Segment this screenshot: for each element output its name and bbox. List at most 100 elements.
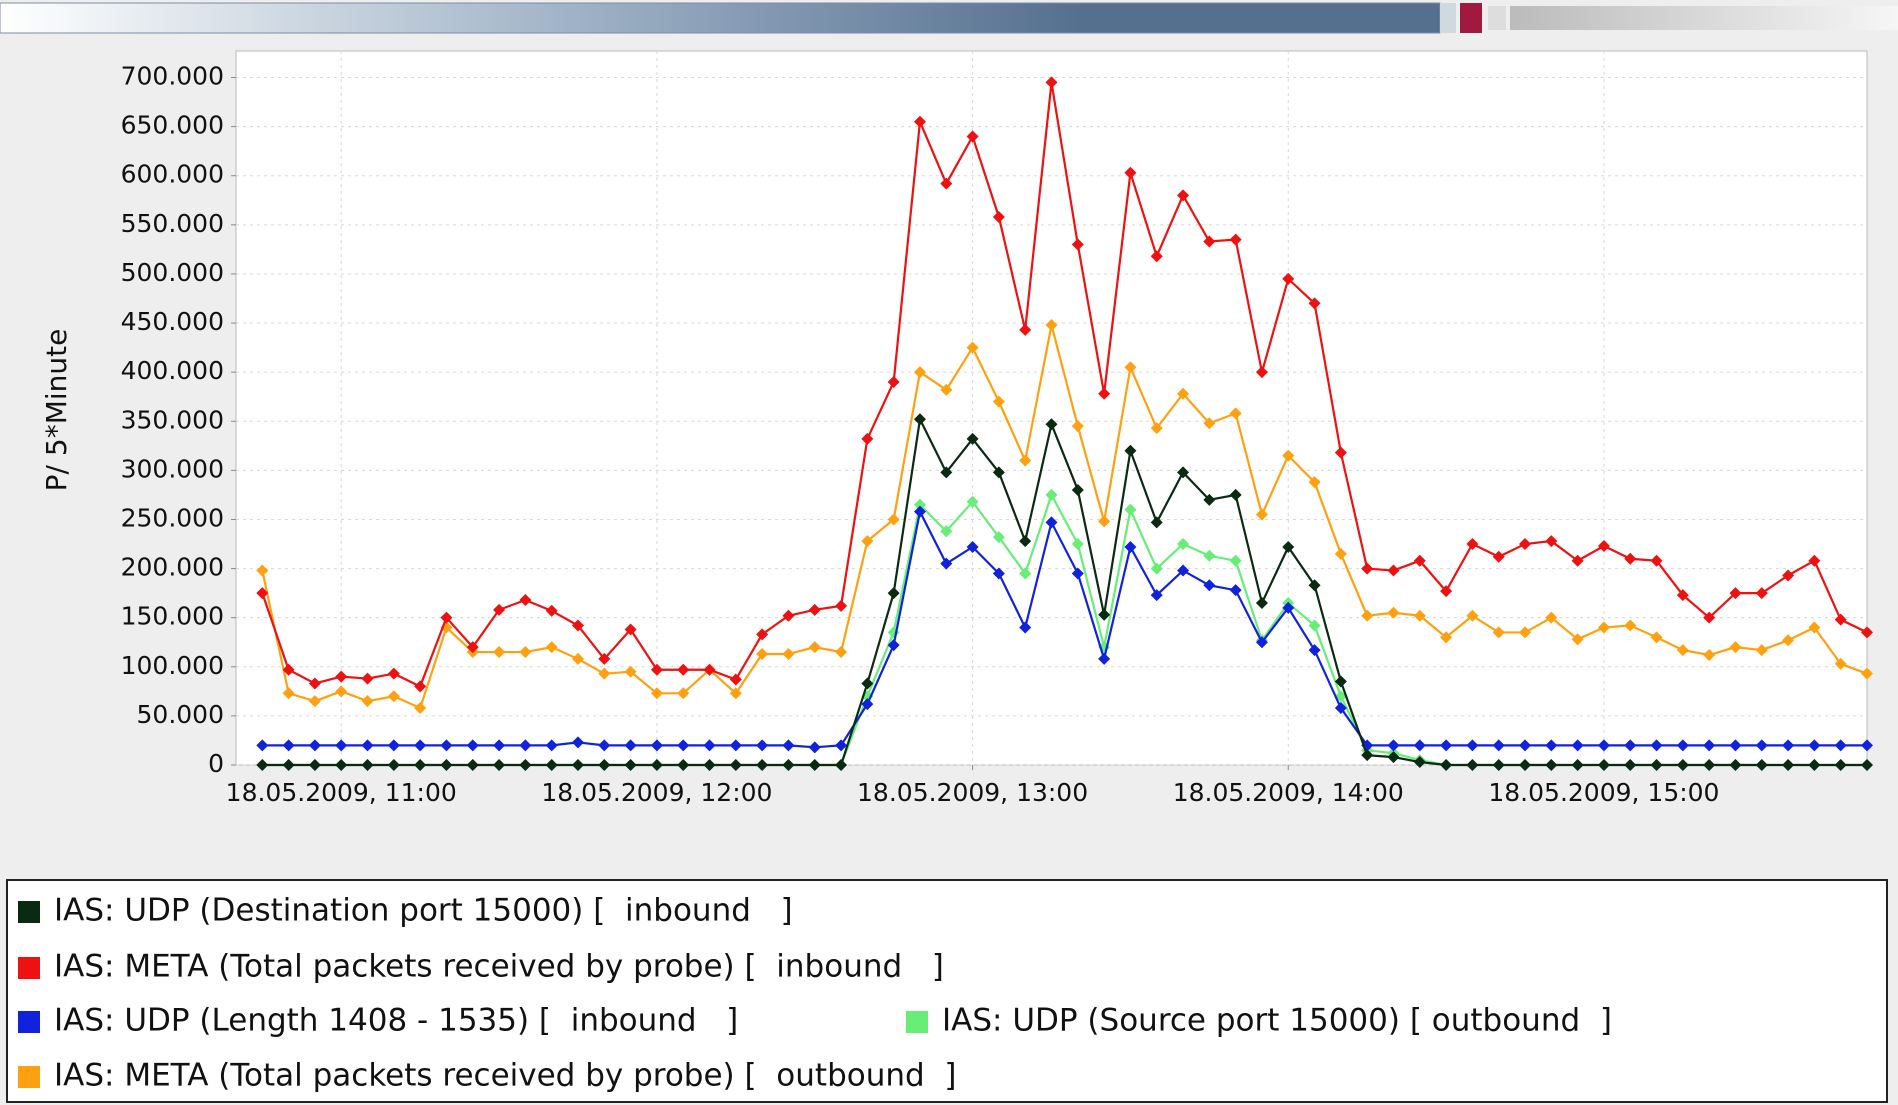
data-point xyxy=(1019,535,1032,548)
data-point xyxy=(256,739,269,752)
data-point xyxy=(1124,166,1137,179)
data-point xyxy=(414,739,427,752)
data-point xyxy=(1255,596,1268,609)
data-point xyxy=(703,739,716,752)
data-point xyxy=(624,739,637,752)
data-point xyxy=(466,739,479,752)
data-point xyxy=(677,739,690,752)
scrollbar-handle[interactable] xyxy=(1440,3,1456,33)
data-point xyxy=(1571,759,1584,771)
data-point xyxy=(1729,587,1742,600)
data-point xyxy=(387,739,400,752)
data-point xyxy=(913,505,926,518)
data-point xyxy=(966,341,979,354)
data-point xyxy=(282,687,295,700)
data-point xyxy=(992,567,1005,580)
data-point xyxy=(545,641,558,654)
legend-box xyxy=(6,879,1888,1103)
data-point xyxy=(1729,739,1742,752)
data-point xyxy=(1255,366,1268,379)
data-point xyxy=(545,604,558,617)
data-point xyxy=(598,652,611,665)
data-point xyxy=(1177,189,1190,202)
data-point xyxy=(1229,407,1242,420)
y-tick-label: 550.000 xyxy=(121,209,224,238)
data-point xyxy=(1334,702,1347,715)
data-point xyxy=(335,670,348,683)
data-point xyxy=(1624,552,1637,565)
data-point xyxy=(1361,609,1374,622)
data-point xyxy=(650,663,663,676)
data-point xyxy=(1150,250,1163,263)
data-point xyxy=(1755,759,1768,771)
data-point xyxy=(1782,569,1795,582)
data-point xyxy=(756,759,769,771)
legend-label: IAS: UDP (Length 1408 - 1535) [ inbound … xyxy=(54,1003,738,1039)
data-point xyxy=(650,739,663,752)
data-point xyxy=(1650,554,1663,567)
data-point xyxy=(1019,567,1032,580)
data-point xyxy=(1308,644,1321,657)
data-point xyxy=(703,759,716,771)
data-point xyxy=(835,759,848,771)
data-point xyxy=(1492,626,1505,639)
data-point xyxy=(1308,579,1321,592)
data-point xyxy=(335,739,348,752)
y-tick-label: 250.000 xyxy=(121,503,224,532)
data-point xyxy=(1361,562,1374,575)
data-point xyxy=(913,413,926,426)
data-point xyxy=(1177,564,1190,577)
data-point xyxy=(335,685,348,698)
data-point xyxy=(887,639,900,652)
data-point xyxy=(835,739,848,752)
data-point xyxy=(256,564,269,577)
data-point xyxy=(1387,751,1400,764)
data-point xyxy=(1624,739,1637,752)
y-tick-label: 450.000 xyxy=(121,307,224,336)
data-point xyxy=(966,432,979,445)
data-point xyxy=(1150,589,1163,602)
legend-swatch xyxy=(18,1066,40,1088)
data-point xyxy=(808,641,821,654)
data-point xyxy=(1045,516,1058,529)
data-point xyxy=(1308,619,1321,632)
data-point xyxy=(1676,739,1689,752)
data-point xyxy=(1466,609,1479,622)
data-point xyxy=(835,646,848,659)
data-point xyxy=(624,759,637,771)
y-tick-label: 350.000 xyxy=(121,405,224,434)
data-point xyxy=(756,628,769,641)
data-point xyxy=(256,759,269,771)
data-point xyxy=(1729,641,1742,654)
data-point xyxy=(1545,739,1558,752)
data-point xyxy=(1177,387,1190,400)
data-point xyxy=(1308,476,1321,489)
data-point xyxy=(940,557,953,570)
data-point xyxy=(1703,611,1716,624)
data-point xyxy=(1229,584,1242,597)
data-point xyxy=(1782,759,1795,771)
data-point xyxy=(1755,587,1768,600)
data-point xyxy=(1492,739,1505,752)
data-point xyxy=(1466,739,1479,752)
scrollbar-thumb[interactable] xyxy=(1460,3,1482,33)
data-point xyxy=(966,540,979,553)
data-point xyxy=(493,739,506,752)
legend-label: IAS: META (Total packets received by pro… xyxy=(54,949,944,985)
data-point xyxy=(387,690,400,703)
data-point xyxy=(1440,759,1453,771)
data-point xyxy=(519,594,532,607)
data-point xyxy=(440,611,453,624)
data-point xyxy=(1255,508,1268,521)
x-tick-label: 18.05.2009, 15:00 xyxy=(1488,778,1719,807)
scrollbar-end xyxy=(1488,6,1506,30)
data-point xyxy=(940,466,953,479)
data-point xyxy=(1334,547,1347,560)
data-point xyxy=(1203,549,1216,562)
data-point xyxy=(1650,739,1663,752)
data-point xyxy=(1808,739,1821,752)
data-point xyxy=(1334,446,1347,459)
data-point xyxy=(519,739,532,752)
data-point xyxy=(571,736,584,749)
